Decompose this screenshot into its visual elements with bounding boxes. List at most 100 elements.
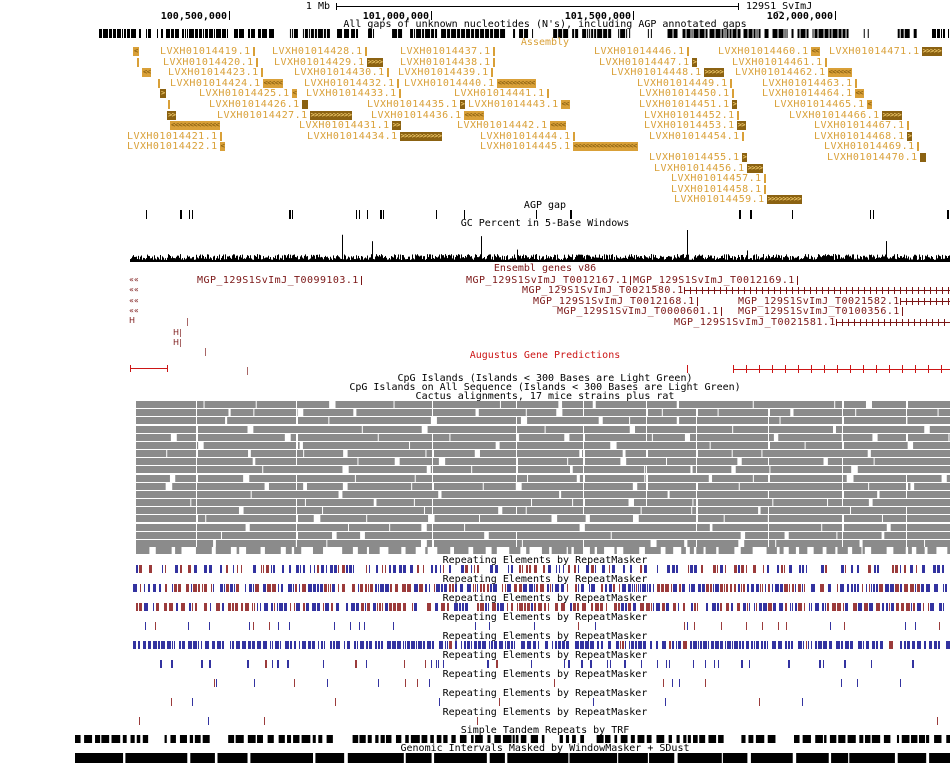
track-title-cactus-title[interactable]: Cactus alignments, 17 mice strains plus … xyxy=(415,391,675,402)
assembly-contig[interactable]: LVXH01014465.1 < xyxy=(774,100,873,110)
assembly-contig[interactable]: LVXH01014441.1 xyxy=(454,89,549,99)
assembly-contig[interactable]: LVXH01014471.1 >>>>> xyxy=(829,47,943,57)
assembly-contig[interactable]: LVXH01014438.1 xyxy=(400,57,495,67)
gene-model[interactable] xyxy=(900,297,950,305)
assembly-contig[interactable]: LVXH01014450.1 xyxy=(639,89,734,99)
assembly-contig[interactable]: >> xyxy=(167,110,177,120)
gene-item[interactable]: MGP_129S1SvImJ_T0012167.1 xyxy=(466,276,631,286)
assembly-contig[interactable]: LVXH01014458.1 xyxy=(671,184,766,194)
assembly-contig[interactable]: LVXH01014421.1 xyxy=(127,131,222,141)
assembly-contig[interactable]: LVXH01014435.1 > xyxy=(367,100,466,110)
track-title-gaps-title[interactable]: All gaps of unknown nucleotides (N's), i… xyxy=(343,19,747,30)
assembly-contig[interactable]: LVXH01014456.1 >>>> xyxy=(654,163,764,173)
assembly-contig[interactable]: LVXH01014445.1 <<<<<<<<<<<<<<<<< xyxy=(480,142,638,152)
assembly-contig[interactable]: <<<<<<<<<<<<< xyxy=(170,121,221,131)
assembly-contig[interactable]: LVXH01014466.1 >>>>> xyxy=(789,110,903,120)
track-title-cpg1-title[interactable]: CpG Islands (Islands < 300 Bases are Lig… xyxy=(397,373,693,384)
assembly-contig[interactable]: LVXH01014427.1 >>>>>>>>>>> xyxy=(217,110,353,120)
assembly-contig[interactable]: LVXH01014426.1 xyxy=(209,100,308,110)
track-title-rmsk1-title[interactable]: Repeating Elements by RepeatMasker xyxy=(442,555,648,566)
assembly-contig[interactable]: LVXH01014452.1 xyxy=(644,110,739,120)
track-title-ens-title[interactable]: Ensembl genes v86 xyxy=(493,263,597,274)
assembly-contig[interactable]: LVXH01014432.1 xyxy=(304,78,399,88)
assembly-contig[interactable]: LVXH01014464.1 << xyxy=(762,89,865,99)
gene-item[interactable]: MGP_129S1SvImJ_T0021581.1 xyxy=(674,317,838,327)
track-title-rmsk8-title[interactable]: Repeating Elements by RepeatMasker xyxy=(442,688,648,699)
assembly-contig[interactable]: LVXH01014436.1 <<<<< xyxy=(371,110,485,120)
assembly-contig[interactable]: LVXH01014433.1 xyxy=(306,89,401,99)
assembly-contig[interactable]: LVXH01014430.1 xyxy=(294,68,389,78)
assembly-contig[interactable]: LVXH01014442.1 <<<< xyxy=(457,121,567,131)
ruler-tick-label[interactable]: 100,500,000 xyxy=(160,11,227,22)
assembly-contig[interactable]: << xyxy=(142,68,152,78)
gene-item[interactable]: MGP_129S1SvImJ_T0012169.1 xyxy=(633,276,798,286)
assembly-contig[interactable]: LVXH01014460.1 << xyxy=(718,47,821,57)
assembly-contig[interactable]: LVXH01014459.1 >>>>>>>>> xyxy=(674,195,803,205)
assembly-contig[interactable] xyxy=(168,100,170,109)
assembly-contig[interactable] xyxy=(137,57,139,67)
assembly-contig[interactable]: LVXH01014468.1 > xyxy=(814,131,913,141)
assembly-contig[interactable]: LVXH01014425.1 < xyxy=(199,89,298,99)
track-canvas-rmsk1[interactable] xyxy=(133,565,950,573)
track-title-aug-title[interactable]: Augustus Gene Predictions xyxy=(469,350,621,361)
gene-model[interactable] xyxy=(836,318,950,326)
track-title-rmsk3-title[interactable]: Repeating Elements by RepeatMasker xyxy=(442,593,648,604)
gene-item[interactable]: MGP_129S1SvImJ_T0021582.1 xyxy=(738,296,902,306)
assembly-contig[interactable]: LVXH01014437.1 xyxy=(400,47,495,57)
assembly-contig[interactable]: LVXH01014461.1 xyxy=(732,57,827,67)
assembly-contig[interactable]: LVXH01014449.1 xyxy=(637,78,732,88)
assembly-contig[interactable]: LVXH01014463.1 xyxy=(762,78,857,88)
assembly-contig[interactable]: LVXH01014429.1 >>>> xyxy=(274,57,384,67)
assembly-contig[interactable]: LVXH01014431.1 >> xyxy=(299,121,402,131)
track-canvas-wm[interactable] xyxy=(75,753,950,763)
gene-item[interactable]: MGP_129S1SvImJ_T0000601.1 xyxy=(557,307,722,317)
track-title-rmsk9-title[interactable]: Repeating Elements by RepeatMasker xyxy=(442,707,648,718)
track-canvas-rmsk4[interactable] xyxy=(133,622,950,630)
track-canvas-rmsk8[interactable] xyxy=(133,698,950,706)
track-canvas-rmsk2[interactable] xyxy=(133,584,950,592)
track-title-rmsk6-title[interactable]: Repeating Elements by RepeatMasker xyxy=(442,650,648,661)
track-title-wm-title[interactable]: Genomic Intervals Masked by WindowMasker… xyxy=(400,743,690,754)
augustus-gene-model[interactable] xyxy=(733,365,950,373)
assembly-contig[interactable]: LVXH01014448.1 >>>>> xyxy=(611,68,725,78)
ruler-tick-label[interactable]: 101,000,000 xyxy=(362,11,429,22)
track-canvas-gaps[interactable] xyxy=(99,29,950,38)
track-canvas-rmsk7[interactable] xyxy=(133,679,950,687)
gene-item[interactable]: MGP_129S1SvImJ_T0021580.1 xyxy=(522,286,686,296)
track-canvas-rmsk9[interactable] xyxy=(133,717,950,725)
assembly-contig[interactable]: LVXH01014443.1 << xyxy=(468,100,571,110)
assembly-contig[interactable]: LVXH01014453.1 >> xyxy=(644,121,747,131)
track-title-rmsk7-title[interactable]: Repeating Elements by RepeatMasker xyxy=(442,669,648,680)
track-canvas-gc[interactable] xyxy=(130,230,950,262)
track-title-rmsk2-title[interactable]: Repeating Elements by RepeatMasker xyxy=(442,574,648,585)
assembly-contig[interactable]: LVXH01014457.1 xyxy=(671,174,766,184)
assembly-contig[interactable]: < xyxy=(133,47,139,56)
assembly-contig[interactable]: LVXH01014440.1 <<<<<<<<<< xyxy=(404,78,536,88)
assembly-contig[interactable]: > xyxy=(160,89,166,99)
track-canvas-cactus[interactable] xyxy=(136,401,950,555)
gene-item[interactable]: MGP_129S1SvImJ_T0099103.1 xyxy=(197,276,362,286)
assembly-contig[interactable]: LVXH01014434.1 >>>>>>>>>>> xyxy=(307,131,443,141)
track-title-agp-title[interactable]: AGP gap xyxy=(523,200,567,211)
track-title-cpg2-title[interactable]: CpG Islands on All Sequence (Islands < 3… xyxy=(349,382,741,393)
assembly-contig[interactable]: LVXH01014420.1 xyxy=(163,57,258,67)
gene-item[interactable]: MGP_129S1SvImJ_T0100356.1 xyxy=(738,307,903,317)
assembly-contig[interactable]: LVXH01014467.1 xyxy=(814,121,909,131)
assembly-contig[interactable]: LVXH01014451.1 > xyxy=(639,100,738,110)
track-title-rmsk5-title[interactable]: Repeating Elements by RepeatMasker xyxy=(442,631,648,642)
augustus-gene-tick[interactable] xyxy=(687,365,688,373)
assembly-contig[interactable]: LVXH01014419.1 xyxy=(160,47,255,57)
track-title-rmsk4-title[interactable]: Repeating Elements by RepeatMasker xyxy=(442,612,648,623)
track-title-gc-title[interactable]: GC Percent in 5-Base Windows xyxy=(460,218,630,229)
assembly-contig[interactable]: LVXH01014469.1 xyxy=(824,142,919,152)
track-canvas-rmsk5[interactable] xyxy=(133,641,950,649)
assembly-contig[interactable]: LVXH01014454.1 xyxy=(649,131,744,141)
track-canvas-agp[interactable] xyxy=(133,210,950,219)
assembly-contig[interactable]: LVXH01014446.1 xyxy=(594,47,689,57)
track-title-trf-title[interactable]: Simple Tandem Repeats by TRF xyxy=(460,725,630,736)
assembly-contig[interactable]: LVXH01014423.1 xyxy=(168,68,263,78)
assembly-contig[interactable]: LVXH01014455.1 > xyxy=(649,153,748,163)
assembly-contig[interactable]: LVXH01014447.1 > xyxy=(599,57,698,67)
track-canvas-trf[interactable] xyxy=(75,735,950,743)
assembly-contig[interactable] xyxy=(158,78,160,88)
